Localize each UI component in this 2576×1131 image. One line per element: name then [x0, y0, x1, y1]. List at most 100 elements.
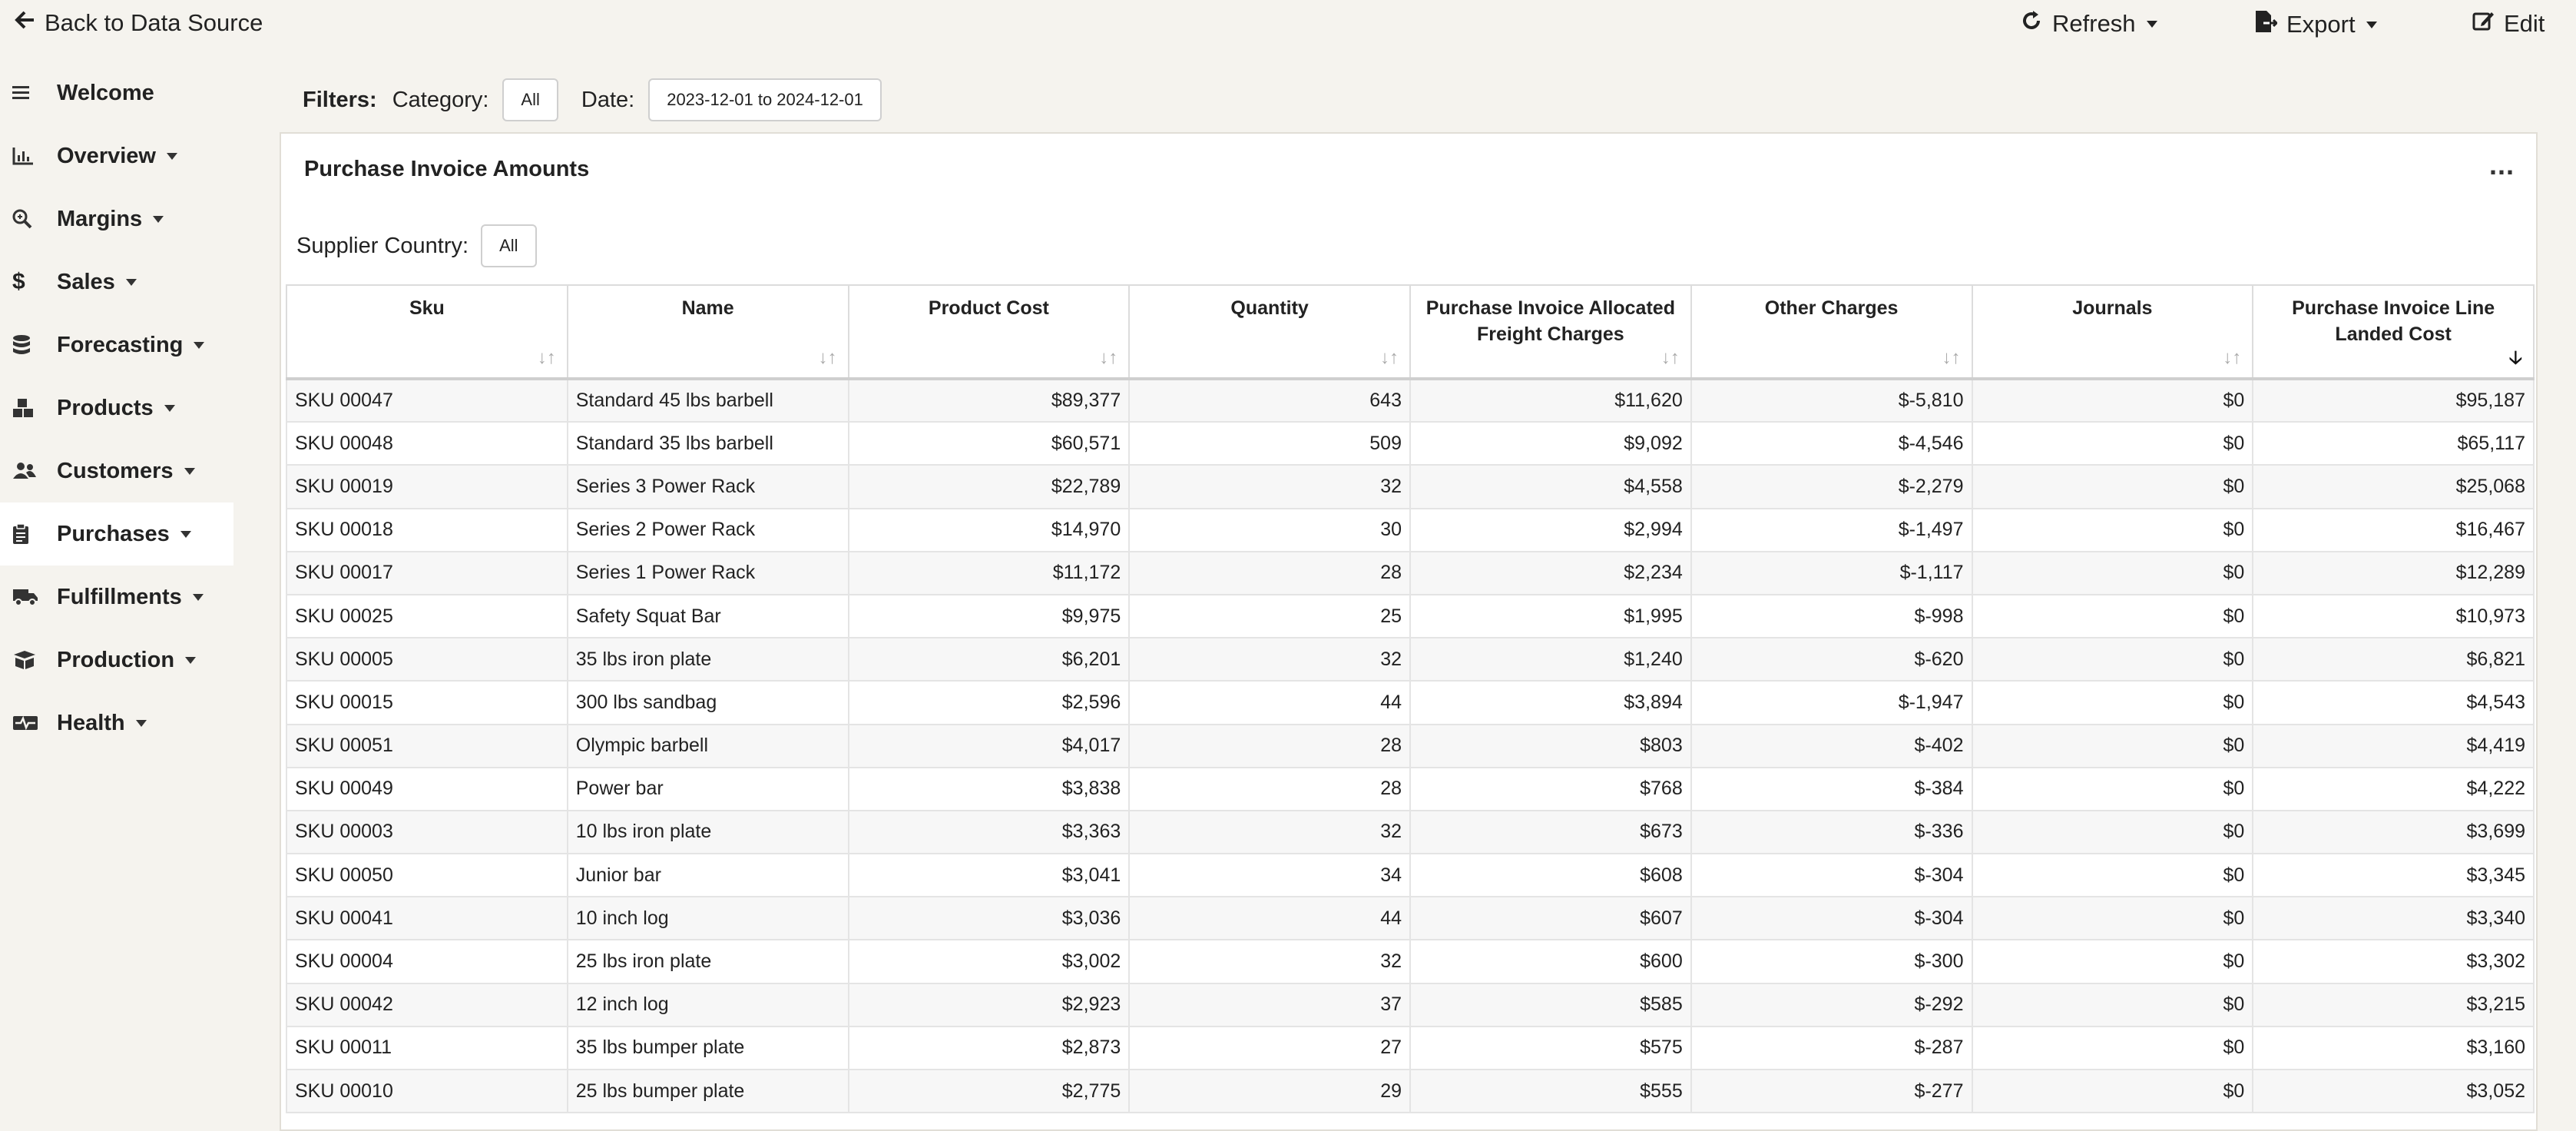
cell-journals: $0 [1971, 766, 2254, 811]
cell-name: Junior bar [566, 853, 849, 898]
column-header-landed-cost[interactable]: Purchase Invoice Line Landed Cost 🡣 [2252, 284, 2535, 380]
table-row[interactable]: SKU 00047 Standard 45 lbs barbell $89,377 6… [286, 377, 2535, 423]
table-row[interactable]: SKU 00010 25 lbs bumper plate $2,775 29 $555… [286, 1068, 2535, 1114]
cell-product-cost: $4,017 [847, 723, 1131, 768]
table-row[interactable]: SKU 00048 Standard 35 lbs barbell $60,571 5… [286, 421, 2535, 466]
sort-descending-icon[interactable]: 🡣 [2508, 347, 2522, 368]
cell-product-cost: $2,873 [847, 1025, 1131, 1071]
chevron-down-icon [2146, 20, 2157, 28]
sort-icon[interactable]: ↓↑ [537, 347, 556, 368]
table-row[interactable]: SKU 00018 Series 2 Power Rack $14,970 30 $2,… [286, 507, 2535, 552]
filters-bar: Filters: Category: All Date: 2023-12-01 … [303, 77, 905, 123]
cell-journals: $0 [1971, 982, 2254, 1027]
table-row[interactable]: SKU 00004 25 lbs iron plate $3,002 32 $600 $-… [286, 939, 2535, 984]
sort-icon[interactable]: ↓↑ [2223, 347, 2242, 368]
cell-freight-charges: $600 [1409, 939, 1692, 984]
cell-landed-cost: $4,419 [2252, 723, 2535, 768]
date-range-picker[interactable]: 2023-12-01 to 2024-12-01 [648, 78, 882, 121]
table-row[interactable]: SKU 00019 Series 3 Power Rack $22,789 32 $4,… [286, 464, 2535, 509]
cell-other-charges: $-998 [1690, 593, 1973, 639]
supplier-country-label: Supplier Country: [296, 233, 469, 258]
cell-quantity: 25 [1128, 593, 1411, 639]
table-row[interactable]: SKU 00015 300 lbs sandbag $2,596 44 $3,894 $-… [286, 680, 2535, 725]
table-row[interactable]: SKU 00025 Safety Squat Bar $9,975 25 $1,995 $… [286, 593, 2535, 639]
cell-freight-charges: $803 [1409, 723, 1692, 768]
sidebar-item-label: Overview [57, 143, 156, 168]
cell-freight-charges: $2,994 [1409, 507, 1692, 552]
sidebar-item-health[interactable]: Health [0, 692, 233, 755]
table-row[interactable]: SKU 00049 Power bar $3,838 28 $768 $-384 $0 $4,… [286, 766, 2535, 811]
cell-sku: SKU 00004 [286, 939, 568, 984]
sort-icon[interactable]: ↓↑ [1380, 347, 1399, 368]
sidebar-item-label: Sales [57, 269, 115, 294]
cell-journals: $0 [1971, 680, 2254, 725]
cell-other-charges: $-384 [1690, 766, 1973, 811]
sidebar-item-margins[interactable]: Margins [0, 187, 233, 250]
table-row[interactable]: SKU 00005 35 lbs iron plate $6,201 32 $1,240… [286, 637, 2535, 682]
cell-landed-cost: $3,340 [2252, 896, 2535, 941]
sidebar-item-sales[interactable]: $ Sales [0, 250, 233, 313]
sidebar-item-customers[interactable]: Customers [0, 439, 233, 502]
sidebar-item-production[interactable]: Production [0, 629, 233, 692]
sidebar-item-purchases[interactable]: Purchases [0, 502, 233, 566]
table-row[interactable]: SKU 00011 35 lbs bumper plate $2,873 27 $575… [286, 1025, 2535, 1071]
chevron-down-icon [192, 593, 204, 601]
chevron-down-icon [125, 278, 137, 286]
cell-sku: SKU 00010 [286, 1068, 568, 1114]
cell-product-cost: $14,970 [847, 507, 1131, 552]
sort-icon[interactable]: ↓↑ [818, 347, 837, 368]
column-header-journals[interactable]: Journals ↓↑ [1971, 284, 2254, 380]
cell-journals: $0 [1971, 853, 2254, 898]
column-header-freight-charges[interactable]: Purchase Invoice Allocated Freight Charg… [1409, 284, 1692, 380]
more-options-icon[interactable]: ... [2488, 149, 2515, 181]
column-header-other-charges[interactable]: Other Charges ↓↑ [1690, 284, 1973, 380]
edit-button[interactable]: Edit [2472, 9, 2545, 38]
chevron-down-icon [164, 404, 175, 412]
cell-landed-cost: $6,821 [2252, 637, 2535, 682]
sidebar-item-forecasting[interactable]: Forecasting [0, 313, 233, 376]
supplier-country-select[interactable]: All [481, 224, 537, 267]
edit-icon [2472, 9, 2495, 38]
back-to-data-source-link[interactable]: Back to Data Source [14, 9, 263, 37]
category-filter-select[interactable]: All [502, 78, 558, 121]
cell-freight-charges: $768 [1409, 766, 1692, 811]
column-header-label: Product Cost [928, 297, 1049, 319]
table-row[interactable]: SKU 00042 12 inch log $2,923 37 $585 $-292 $0 $… [286, 982, 2535, 1027]
sort-icon[interactable]: ↓↑ [1660, 347, 1680, 368]
export-button[interactable]: Export [2254, 9, 2377, 40]
column-header-label: Name [681, 297, 734, 319]
cell-freight-charges: $3,894 [1409, 680, 1692, 725]
table-row[interactable]: SKU 00050 Junior bar $3,041 34 $608 $-304 $0 $3… [286, 853, 2535, 898]
cell-name: 300 lbs sandbag [566, 680, 849, 725]
column-header-name[interactable]: Name ↓↑ [566, 284, 849, 380]
cell-journals: $0 [1971, 507, 2254, 552]
sort-icon[interactable]: ↓↑ [1942, 347, 1961, 368]
refresh-button[interactable]: Refresh [2020, 9, 2157, 38]
cell-journals: $0 [1971, 1025, 2254, 1071]
cell-other-charges: $-300 [1690, 939, 1973, 984]
cell-freight-charges: $4,558 [1409, 464, 1692, 509]
cell-freight-charges: $11,620 [1409, 377, 1692, 423]
sidebar-item-label: Production [57, 647, 175, 672]
sidebar-item-products[interactable]: Products [0, 376, 233, 439]
table-row[interactable]: SKU 00051 Olympic barbell $4,017 28 $803 $-40… [286, 723, 2535, 768]
table-row[interactable]: SKU 00017 Series 1 Power Rack $11,172 28 $2,… [286, 550, 2535, 595]
cell-sku: SKU 00015 [286, 680, 568, 725]
column-header-sku[interactable]: Sku ↓↑ [286, 284, 568, 380]
cell-freight-charges: $673 [1409, 809, 1692, 855]
cell-other-charges: $-5,810 [1690, 377, 1973, 423]
table-row[interactable]: SKU 00003 10 lbs iron plate $3,363 32 $673 $-… [286, 809, 2535, 855]
cell-name: 35 lbs bumper plate [566, 1025, 849, 1071]
column-header-quantity[interactable]: Quantity ↓↑ [1128, 284, 1411, 380]
category-filter-label: Category: [392, 87, 489, 112]
purchase-invoice-amounts-card: Purchase Invoice Amounts ... Supplier Co… [280, 132, 2538, 1131]
column-header-label: Other Charges [1764, 297, 1899, 319]
table-row[interactable]: SKU 00041 10 inch log $3,036 44 $607 $-304 $0 $… [286, 896, 2535, 941]
cell-landed-cost: $95,187 [2252, 377, 2535, 423]
sidebar-item-welcome[interactable]: Welcome [0, 61, 233, 124]
column-header-product-cost[interactable]: Product Cost ↓↑ [847, 284, 1131, 380]
sidebar-item-overview[interactable]: Overview [0, 124, 233, 187]
sidebar-item-fulfillments[interactable]: Fulfillments [0, 566, 233, 629]
sort-icon[interactable]: ↓↑ [1099, 347, 1118, 368]
cell-freight-charges: $608 [1409, 853, 1692, 898]
